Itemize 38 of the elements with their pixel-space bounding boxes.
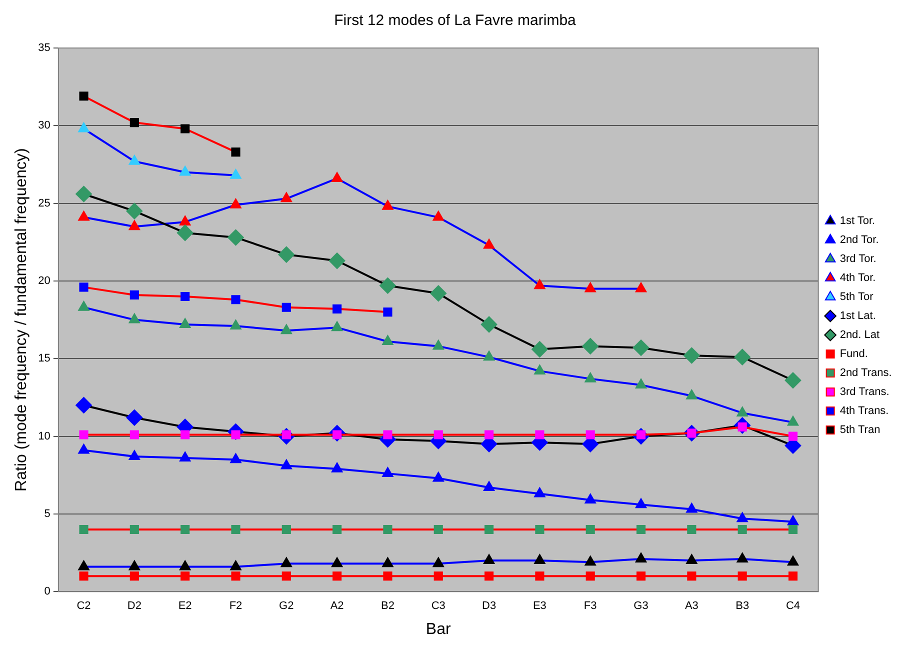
- legend-label: Fund.: [840, 348, 868, 360]
- x-tick-label: F3: [584, 600, 597, 612]
- legend-label: 4th Tor.: [840, 272, 876, 284]
- x-axis-title: Bar: [426, 620, 452, 638]
- x-tick-label: C3: [431, 600, 446, 612]
- y-tick-label: 5: [44, 508, 50, 520]
- legend-label: 5th Tran: [840, 424, 880, 436]
- legend-label: 2nd Trans.: [840, 367, 892, 380]
- legend-label: 3rd Tor.: [840, 253, 876, 266]
- y-tick-label: 35: [38, 42, 50, 54]
- x-tick-label: B3: [736, 600, 750, 612]
- legend-label: 5th Tor: [840, 291, 874, 304]
- x-tick-label: D2: [127, 600, 142, 612]
- x-tick-label: E3: [532, 600, 546, 612]
- legend-label: 1st Tor.: [840, 215, 876, 228]
- legend-label: 2nd Tor.: [840, 234, 879, 246]
- x-tick-label: G3: [634, 600, 648, 612]
- y-tick-label: 25: [38, 197, 50, 210]
- x-tick-label: E2: [178, 600, 192, 612]
- y-tick-label: 30: [38, 120, 50, 132]
- y-tick-label: 0: [44, 586, 50, 598]
- x-tick-label: C4: [786, 600, 800, 612]
- legend-label: 1st Lat.: [840, 310, 876, 322]
- legend-label: 3rd Trans.: [840, 386, 890, 398]
- y-axis-title: Ratio (mode frequency / fundamental frequency): [13, 148, 30, 492]
- x-tick-label: F2: [229, 600, 242, 612]
- x-tick-label: B2: [380, 600, 394, 612]
- x-tick-label: A2: [330, 600, 344, 612]
- y-tick-label: 15: [38, 352, 50, 365]
- x-tick-label: G2: [279, 600, 294, 612]
- x-tick-label: A3: [684, 600, 698, 612]
- y-tick-label: 10: [38, 430, 50, 442]
- legend-label: 4th Trans.: [840, 405, 889, 418]
- x-tick-label: D3: [482, 600, 496, 612]
- y-tick-label: 20: [38, 275, 50, 288]
- chart-title: First 12 modes of La Favre marimba: [334, 12, 577, 30]
- legend-label: 2nd. Lat: [840, 329, 880, 342]
- x-tick-label: C2: [76, 600, 91, 612]
